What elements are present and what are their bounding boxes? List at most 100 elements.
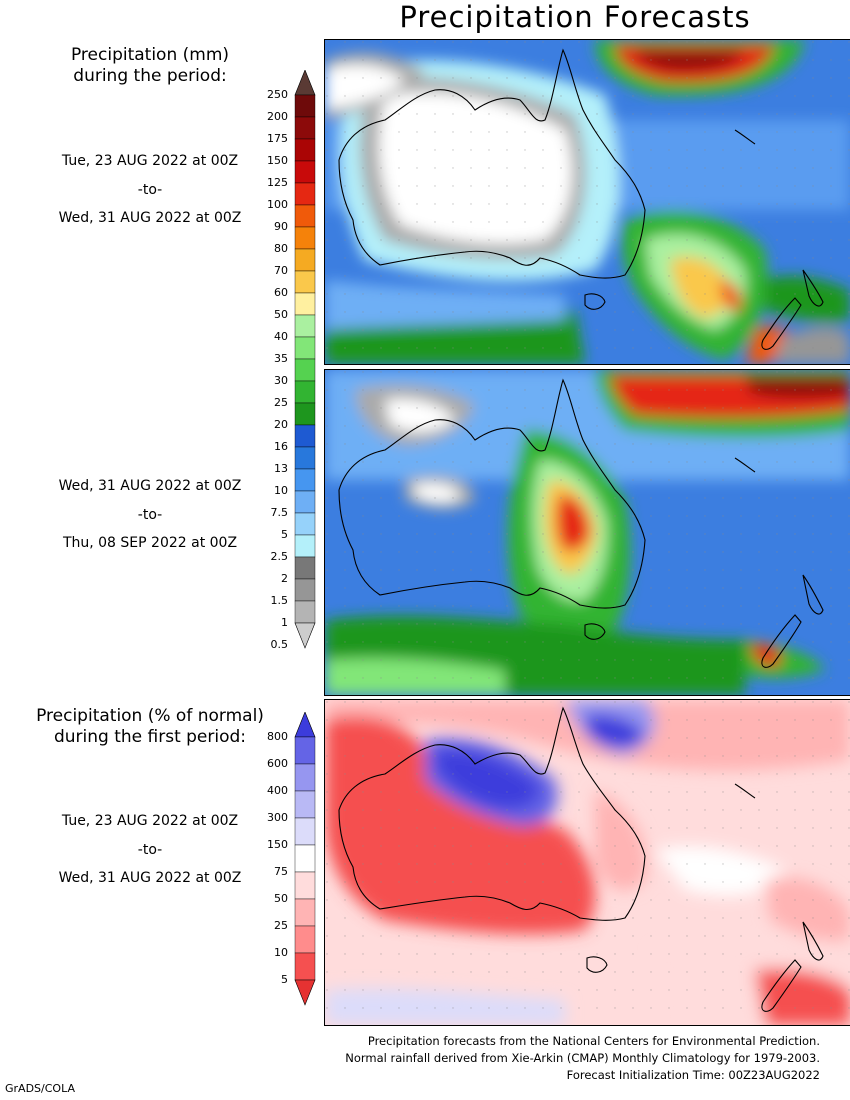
period-2-label: Wed, 31 AUG 2022 at 00Z -to- Thu, 08 SEP…: [0, 478, 300, 551]
colorbar-label: 5: [281, 973, 288, 986]
period-3-start: Tue, 23 AUG 2022 at 00Z: [61, 813, 239, 829]
grads-credit: GrADS/COLA: [5, 1082, 75, 1095]
colorbar-label: 75: [274, 865, 288, 878]
colorbar-label: 2: [281, 572, 288, 585]
period-3-label: Tue, 23 AUG 2022 at 00Z -to- Wed, 31 AUG…: [0, 813, 300, 886]
colorbar-label: 125: [267, 176, 288, 189]
footer-line3: Forecast Initialization Time: 00Z23AUG20…: [566, 1068, 820, 1082]
map-panel-percent-normal: [324, 699, 850, 1026]
period-1-start: Tue, 23 AUG 2022 at 00Z: [61, 153, 239, 169]
colorbar-swatch: [294, 182, 316, 206]
colorbar-swatch: [294, 898, 316, 927]
period-2-start: Wed, 31 AUG 2022 at 00Z: [58, 478, 242, 494]
colorbar-bottom-triangle: [294, 622, 316, 649]
colorbar-label: 400: [267, 784, 288, 797]
colorbar-label: 1.5: [270, 594, 289, 607]
colorbar-label: 25: [274, 396, 288, 409]
colorbar-label: 600: [267, 757, 288, 770]
colorbar-swatch: [294, 138, 316, 162]
colorbar-swatch: [294, 358, 316, 382]
footer-line2: Normal rainfall derived from Xie-Arkin (…: [345, 1051, 820, 1065]
colorbar-label: 7.5: [270, 506, 289, 519]
legend-mm-title: Precipitation (mm) during the period:: [0, 45, 300, 87]
colorbar-top-triangle: [294, 70, 316, 96]
colorbar-swatch: [294, 790, 316, 819]
legend-mm-title-line1: Precipitation (mm): [70, 45, 230, 65]
colorbar-swatch: [294, 952, 316, 981]
colorbar-label: 35: [274, 352, 288, 365]
colorbar-swatch: [294, 314, 316, 338]
colorbar-swatch: [294, 292, 316, 316]
colorbar-swatch: [294, 116, 316, 140]
colorbar-label: 80: [274, 242, 288, 255]
colorbar-top-triangle: [294, 712, 316, 738]
colorbar-swatch: [294, 204, 316, 228]
colorbar-swatch: [294, 380, 316, 404]
precip-pct-colorbar: [294, 712, 316, 1006]
legend-pct-title-line1: Precipitation (% of normal): [36, 706, 264, 726]
colorbar-label: 5: [281, 528, 288, 541]
legend-pct-title-line2: during the first period:: [53, 727, 247, 747]
colorbar-label: 100: [267, 198, 288, 211]
period-3-end: Wed, 31 AUG 2022 at 00Z: [58, 870, 242, 886]
colorbar-swatch: [294, 736, 316, 765]
colorbar-swatch: [294, 925, 316, 954]
colorbar-swatch: [294, 226, 316, 250]
coastline-outline: [338, 706, 824, 1012]
period-2-sep: -to-: [137, 507, 163, 523]
colorbar-swatch: [294, 817, 316, 846]
map-panel-week1-precip: [324, 39, 850, 365]
colorbar-swatch: [294, 160, 316, 184]
colorbar-swatch: [294, 94, 316, 118]
colorbar-label: 25: [274, 919, 288, 932]
colorbar-swatch: [294, 446, 316, 470]
colorbar-label: 13: [274, 462, 288, 475]
colorbar-label: 800: [267, 730, 288, 743]
colorbar-label: 175: [267, 132, 288, 145]
colorbar-swatch: [294, 512, 316, 536]
legend-mm-title-line2: during the period:: [73, 66, 227, 86]
colorbar-bottom-triangle: [294, 979, 316, 1006]
colorbar-swatch: [294, 763, 316, 792]
colorbar-label: 300: [267, 811, 288, 824]
colorbar-swatch: [294, 600, 316, 624]
colorbar-swatch: [294, 490, 316, 514]
page-title: Precipitation Forecasts: [399, 0, 751, 34]
precip-mm-colorbar: [294, 70, 316, 649]
period-1-label: Tue, 23 AUG 2022 at 00Z -to- Wed, 31 AUG…: [0, 153, 300, 226]
colorbar-swatch: [294, 844, 316, 873]
colorbar-label: 30: [274, 374, 288, 387]
period-3-sep: -to-: [137, 842, 163, 858]
colorbar-label: 150: [267, 154, 288, 167]
colorbar-label: 10: [274, 484, 288, 497]
colorbar-label: 250: [267, 88, 288, 101]
colorbar-label: 50: [274, 308, 288, 321]
colorbar-swatch: [294, 534, 316, 558]
coastline-outline: [338, 378, 824, 668]
colorbar-swatch: [294, 578, 316, 602]
colorbar-label: 90: [274, 220, 288, 233]
colorbar-label: 16: [274, 440, 288, 453]
colorbar-swatch: [294, 270, 316, 294]
colorbar-swatch: [294, 424, 316, 448]
colorbar-swatch: [294, 336, 316, 360]
colorbar-swatch: [294, 248, 316, 272]
colorbar-label: 1: [281, 616, 288, 629]
legend-pct-title: Precipitation (% of normal) during the f…: [0, 706, 300, 748]
colorbar-swatch: [294, 871, 316, 900]
colorbar-label: 150: [267, 838, 288, 851]
footer-credits: Precipitation forecasts from the Nationa…: [345, 1033, 820, 1084]
colorbar-label: 40: [274, 330, 288, 343]
colorbar-label: 20: [274, 418, 288, 431]
period-1-end: Wed, 31 AUG 2022 at 00Z: [58, 210, 242, 226]
period-1-sep: -to-: [137, 182, 163, 198]
period-2-end: Thu, 08 SEP 2022 at 00Z: [62, 535, 238, 551]
map-panel-week2-precip: [324, 369, 850, 696]
colorbar-label: 0.5: [270, 638, 289, 651]
colorbar-label: 50: [274, 892, 288, 905]
colorbar-label: 60: [274, 286, 288, 299]
colorbar-swatch: [294, 468, 316, 492]
colorbar-label: 70: [274, 264, 288, 277]
colorbar-label: 2.5: [270, 550, 289, 563]
colorbar-label: 200: [267, 110, 288, 123]
